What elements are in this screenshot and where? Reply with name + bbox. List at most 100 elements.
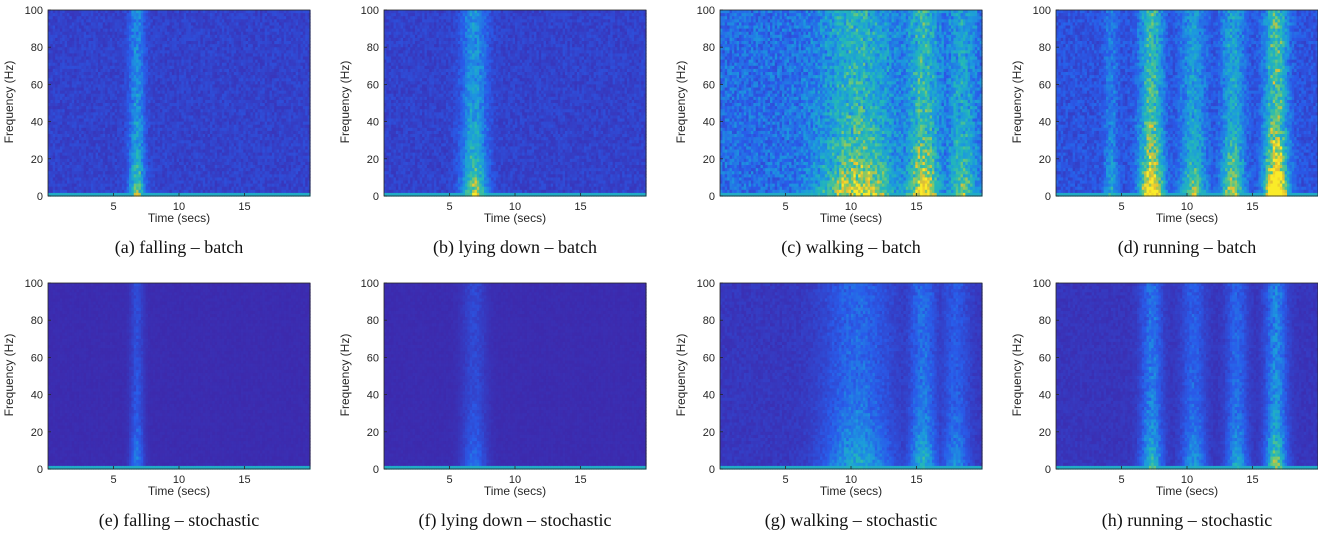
heatmap-cell — [107, 192, 111, 197]
heatmap-cell — [105, 90, 109, 95]
heatmap-cell — [55, 13, 59, 17]
heatmap-cell — [83, 106, 87, 110]
heatmap-cell — [202, 10, 206, 14]
heatmap-cell — [190, 41, 194, 45]
heatmap-cell — [188, 59, 192, 64]
heatmap-cell — [109, 121, 113, 126]
heatmap-cell — [217, 180, 221, 185]
heatmap-cell — [81, 37, 85, 42]
heatmap-cell — [186, 186, 190, 191]
heatmap-cell — [133, 115, 137, 120]
heatmap-cell — [140, 99, 144, 104]
heatmap-cell — [117, 96, 121, 101]
heatmap-cell — [212, 149, 216, 154]
heatmap-cell — [212, 112, 216, 116]
heatmap-cell — [93, 115, 97, 120]
heatmap-cell — [205, 183, 209, 188]
heatmap-cell — [188, 192, 192, 197]
heatmap-cell — [181, 53, 185, 58]
heatmap-cell — [190, 56, 194, 61]
heatmap-cell — [109, 177, 113, 182]
heatmap-cell — [164, 10, 168, 14]
heatmap-cell — [193, 134, 197, 138]
heatmap-cell — [176, 177, 180, 182]
heatmap-cell — [117, 56, 121, 61]
heatmap-cell — [100, 13, 104, 17]
heatmap-cell — [50, 87, 54, 92]
heatmap-cell — [238, 127, 242, 132]
heatmap-cell — [169, 62, 173, 67]
heatmap-cell — [143, 47, 147, 51]
heatmap-cell — [119, 192, 123, 197]
heatmap-cell — [181, 34, 185, 39]
heatmap-cell — [119, 56, 123, 61]
heatmap-cell — [121, 186, 125, 191]
heatmap-cell — [219, 143, 223, 147]
heatmap-cell — [186, 72, 190, 76]
heatmap-cell — [226, 47, 230, 51]
heatmap-cell — [102, 140, 106, 144]
heatmap-cell — [140, 180, 144, 185]
heatmap-cell — [102, 124, 106, 129]
heatmap-cell — [200, 118, 204, 123]
heatmap-cell — [138, 99, 142, 104]
heatmap-cell — [162, 62, 166, 67]
heatmap-cell — [188, 146, 192, 151]
heatmap-cell — [164, 90, 168, 95]
heatmap-cell — [71, 41, 75, 45]
heatmap-cell — [102, 171, 106, 175]
heatmap-cell — [57, 41, 61, 45]
heatmap-cell — [150, 103, 154, 107]
heatmap-cell — [162, 140, 166, 144]
heatmap-cell — [76, 127, 80, 132]
heatmap-cell — [109, 31, 113, 36]
heatmap-cell — [109, 183, 113, 188]
heatmap-cell — [226, 34, 230, 39]
heatmap-cell — [217, 41, 221, 45]
heatmap-cell — [221, 143, 225, 147]
heatmap-cell — [57, 109, 61, 113]
heatmap-cell — [212, 25, 216, 30]
heatmap-cell — [69, 93, 73, 98]
heatmap-cell — [114, 31, 118, 36]
heatmap-cell — [74, 44, 78, 48]
heatmap-cell — [81, 137, 85, 141]
heatmap-cell — [109, 93, 113, 98]
heatmap-cell — [114, 171, 118, 175]
heatmap-cell — [102, 93, 106, 98]
heatmap-cell — [64, 34, 68, 39]
heatmap-cell — [145, 41, 149, 45]
heatmap-cell — [195, 183, 199, 188]
heatmap-cell — [55, 109, 59, 113]
heatmap-cell — [83, 68, 87, 73]
heatmap-cell — [238, 180, 242, 185]
heatmap-cell — [102, 65, 106, 70]
heatmap-cell — [67, 10, 71, 14]
heatmap-cell — [133, 13, 137, 17]
heatmap-cell — [159, 13, 163, 17]
heatmap-cell — [143, 137, 147, 141]
heatmap-cell — [155, 189, 159, 194]
heatmap-cell — [209, 106, 213, 110]
heatmap-cell — [102, 109, 106, 113]
heatmap-cell — [62, 75, 66, 79]
heatmap-cell — [140, 192, 144, 197]
heatmap-cell — [52, 41, 56, 45]
heatmap-cell — [52, 137, 56, 141]
heatmap-cell — [59, 137, 63, 141]
heatmap-cell — [78, 143, 82, 147]
heatmap-cell — [212, 155, 216, 160]
heatmap-cell — [148, 168, 152, 172]
heatmap-cell — [224, 140, 228, 144]
heatmap-cell — [90, 155, 94, 160]
heatmap-cell — [105, 68, 109, 73]
heatmap-cell — [243, 121, 247, 126]
heatmap-cell — [83, 177, 87, 182]
heatmap-cell — [167, 180, 171, 185]
heatmap-cell — [133, 165, 137, 169]
heatmap-cell — [233, 189, 237, 194]
heatmap-cell — [145, 56, 149, 61]
heatmap-cell — [219, 50, 223, 54]
heatmap-cell — [169, 31, 173, 36]
